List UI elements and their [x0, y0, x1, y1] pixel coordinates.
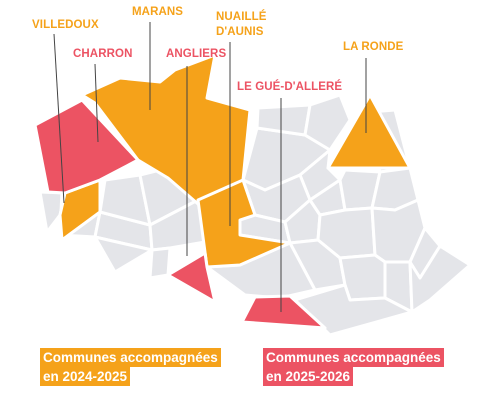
highlighted-communes — [33, 53, 412, 330]
label-nuaille-line2: D'AUNIS — [216, 26, 264, 38]
label-villedoux: VILLEDOUX — [32, 19, 99, 31]
legend-2025-line1: Communes accompagnées — [263, 348, 444, 367]
leader-line — [94, 63, 99, 143]
legend-2024-2025: Communes accompagnées en 2024-2025 — [40, 348, 221, 386]
legend-2025-line2: en 2025-2026 — [263, 367, 354, 386]
legend-2025-2026: Communes accompagnées en 2025-2026 — [263, 348, 444, 386]
legend-2024-line2: en 2024-2025 — [40, 367, 131, 386]
charron-area — [33, 98, 140, 195]
commune-cell — [93, 235, 154, 274]
angliers-area — [166, 251, 217, 304]
label-marans: MARANS — [132, 6, 183, 18]
legend-2024-line1: Communes accompagnées — [40, 348, 221, 367]
label-nuaille-line1: NUAILLÉ — [216, 10, 267, 23]
leader-line — [53, 33, 65, 204]
nuaille-area — [196, 178, 292, 269]
le-gue-area — [240, 294, 327, 330]
commune-cell — [293, 283, 414, 337]
leader-lines — [53, 22, 367, 312]
label-charron: CHARRON — [73, 48, 132, 60]
commune-cell — [255, 103, 312, 137]
commune-cell — [148, 246, 172, 280]
label-la-ronde: LA RONDE — [343, 41, 404, 53]
commune-labels: VILLEDOUX CHARRON MARANS NUAILLÉ D'AUNIS… — [32, 6, 404, 93]
label-le-gue-dallere: LE GUÉ-D'ALLERÉ — [237, 80, 342, 93]
label-angliers: ANGLIERS — [166, 48, 226, 60]
commune-cell — [303, 93, 352, 152]
la-ronde-area — [326, 93, 412, 170]
